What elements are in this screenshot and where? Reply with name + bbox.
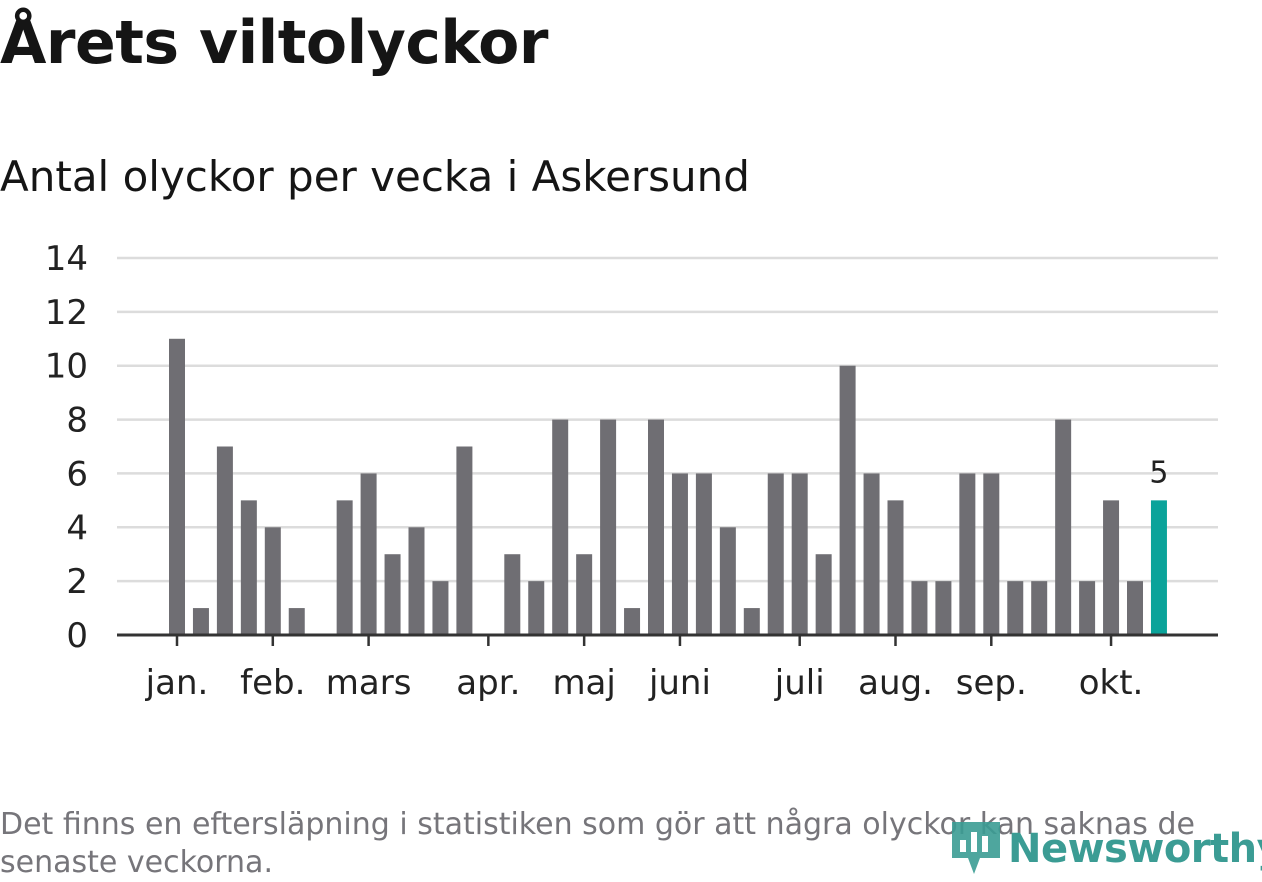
bar <box>576 554 593 635</box>
y-tick-label: 0 <box>66 616 88 656</box>
bar <box>767 473 784 635</box>
highlight-value-label: 5 <box>1149 455 1168 490</box>
x-tick-label: okt. <box>1079 663 1144 703</box>
newsworthy-logo-icon <box>952 822 1000 874</box>
y-tick-label: 2 <box>66 562 88 602</box>
newsworthy-logo: Newsworthy <box>950 818 1262 880</box>
bar <box>432 581 449 635</box>
bar <box>1079 581 1096 635</box>
bar <box>815 554 832 635</box>
bar <box>624 608 641 635</box>
bar <box>216 446 233 635</box>
bar <box>504 554 521 635</box>
bar <box>1055 419 1072 635</box>
bar <box>264 527 281 635</box>
y-tick-label: 4 <box>66 508 88 548</box>
y-tick-label: 8 <box>66 401 88 441</box>
bar <box>695 473 712 635</box>
bar <box>1103 500 1120 635</box>
x-tick-label: apr. <box>456 663 520 703</box>
bar <box>959 473 976 635</box>
x-tick-label: jan. <box>145 663 209 703</box>
x-axis-ticks: jan. feb. mars apr. maj juni juli aug. sep. okt. <box>145 635 1144 703</box>
x-tick-label: mars <box>326 663 412 703</box>
bar <box>600 419 617 635</box>
newsworthy-logo-text: Newsworthy <box>1008 826 1262 872</box>
chart-title: Årets viltolyckor <box>0 8 549 78</box>
x-tick-label: feb. <box>240 663 305 703</box>
bar <box>360 473 377 635</box>
x-tick-label: sep. <box>956 663 1027 703</box>
chart-subtitle: Antal olyckor per vecka i Askersund <box>0 152 750 201</box>
bar <box>839 365 856 635</box>
bar <box>743 608 760 635</box>
x-tick-label: maj <box>552 663 615 703</box>
y-axis-ticks: 0 2 4 6 8 10 12 14 <box>45 239 88 656</box>
bar <box>1007 581 1024 635</box>
y-tick-label: 12 <box>45 293 88 333</box>
bar <box>863 473 880 635</box>
bar <box>983 473 1000 635</box>
bar-highlight <box>1150 500 1167 635</box>
bar <box>192 608 209 635</box>
x-tick-label: juli <box>774 663 825 703</box>
gridlines <box>117 256 1218 583</box>
y-tick-label: 14 <box>45 239 88 279</box>
bar <box>240 500 257 635</box>
bar <box>911 581 928 635</box>
x-tick-label: juni <box>648 663 711 703</box>
y-tick-label: 6 <box>66 454 88 494</box>
bar <box>552 419 569 635</box>
bar <box>719 527 736 635</box>
bar <box>1031 581 1048 635</box>
bar <box>648 419 664 635</box>
y-tick-label: 10 <box>45 347 88 387</box>
bar <box>336 500 353 635</box>
bar <box>887 500 904 635</box>
bar <box>671 473 688 635</box>
bar <box>791 473 808 635</box>
bar <box>288 608 305 635</box>
bar <box>528 581 545 635</box>
bar <box>408 527 425 635</box>
bar <box>456 446 473 635</box>
bars: 5 <box>169 338 1168 635</box>
bar <box>1127 581 1143 635</box>
bar <box>384 554 401 635</box>
bar <box>935 581 952 635</box>
bar <box>169 338 185 635</box>
x-tick-label: aug. <box>858 663 933 703</box>
